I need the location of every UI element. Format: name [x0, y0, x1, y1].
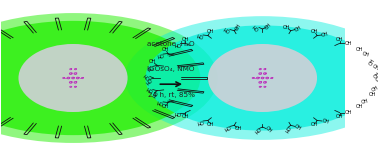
Text: OH: OH: [345, 41, 352, 46]
Text: OH: OH: [252, 22, 261, 31]
Ellipse shape: [125, 16, 378, 140]
Text: OH: OH: [361, 51, 370, 58]
Text: OH: OH: [181, 114, 189, 119]
Text: OH: OH: [155, 98, 164, 105]
Text: OH: OH: [282, 124, 290, 133]
Text: OH: OH: [234, 23, 243, 32]
Ellipse shape: [0, 13, 218, 143]
Ellipse shape: [0, 21, 200, 135]
Text: OH: OH: [371, 85, 378, 93]
Ellipse shape: [208, 44, 317, 112]
Text: OH: OH: [294, 25, 303, 33]
Text: OH: OH: [371, 63, 378, 71]
Text: OH: OH: [311, 122, 319, 127]
Text: OH: OH: [369, 92, 376, 97]
Text: OH: OH: [149, 59, 156, 64]
Text: OH: OH: [145, 85, 154, 93]
Text: OH: OH: [143, 71, 152, 80]
Text: OH: OH: [373, 76, 378, 85]
Text: OH: OH: [252, 125, 261, 134]
Text: 24 h, rt, 85%: 24 h, rt, 85%: [148, 92, 195, 98]
Text: K₂OsO₄, NMO: K₂OsO₄, NMO: [147, 66, 195, 73]
Text: OH: OH: [361, 98, 370, 105]
Text: OH: OH: [283, 25, 290, 30]
Text: OH: OH: [264, 125, 273, 134]
Text: OH: OH: [222, 123, 231, 131]
Text: OH: OH: [336, 114, 344, 119]
Text: OH: OH: [321, 118, 330, 125]
Text: OH: OH: [311, 29, 319, 34]
Text: OH: OH: [181, 37, 189, 42]
Text: OH: OH: [235, 126, 242, 131]
Text: OH: OH: [162, 104, 169, 109]
Text: OH: OH: [195, 118, 204, 125]
Text: OH: OH: [162, 47, 169, 52]
Text: OH: OH: [155, 51, 164, 58]
Text: acetone, H₂O: acetone, H₂O: [147, 41, 195, 47]
Text: OH: OH: [206, 29, 214, 34]
Ellipse shape: [146, 25, 378, 131]
Text: OH: OH: [355, 47, 363, 52]
Text: OH: OH: [336, 37, 344, 42]
Text: OH: OH: [206, 122, 214, 127]
Text: OH: OH: [173, 41, 180, 46]
Text: OH: OH: [222, 25, 231, 33]
Ellipse shape: [19, 44, 128, 112]
Text: OH: OH: [368, 57, 376, 66]
Text: OH: OH: [143, 76, 152, 85]
Text: OH: OH: [294, 123, 303, 131]
Text: OH: OH: [321, 31, 330, 38]
Text: OH: OH: [355, 104, 363, 109]
Text: OH: OH: [173, 110, 180, 115]
Text: OH: OH: [345, 110, 352, 115]
Text: OH: OH: [195, 31, 204, 38]
Text: OH: OH: [145, 63, 154, 71]
Text: OH: OH: [264, 22, 273, 31]
Text: OH: OH: [373, 71, 378, 80]
Text: OH: OH: [149, 90, 157, 99]
